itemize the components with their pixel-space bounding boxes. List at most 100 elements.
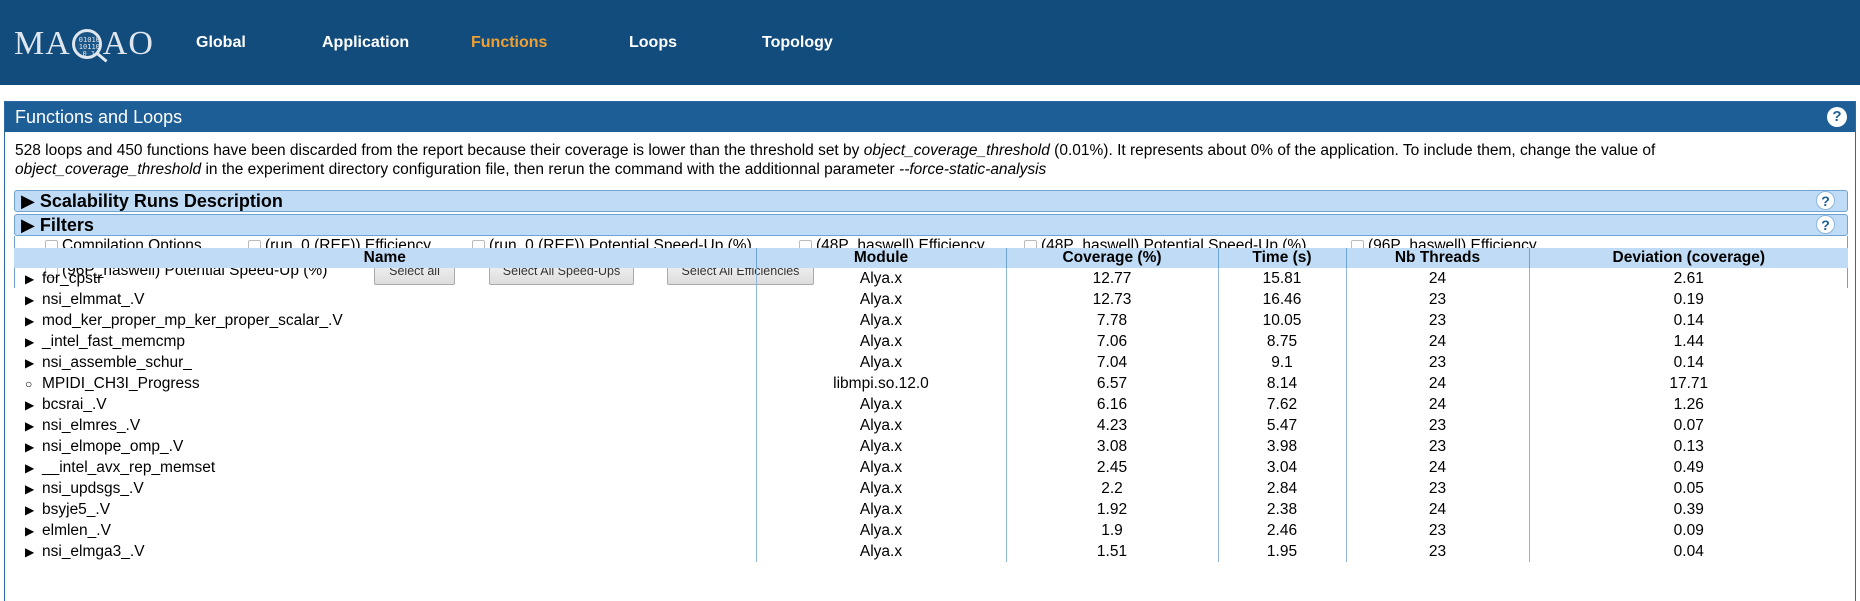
function-name-cell: ▶ nsi_elmmat_.V [14, 289, 756, 310]
table-row[interactable]: ▶ bcsrai_.V Alya.x 6.16 7.62 24 1.26 [14, 394, 1848, 415]
function-name[interactable]: MPIDI_CH3I_Progress [42, 374, 200, 392]
table-row[interactable]: ▶ __intel_avx_rep_memset Alya.x 2.45 3.04 24 0… [14, 457, 1848, 478]
help-icon[interactable]: ? [1816, 191, 1835, 210]
table-row[interactable]: ▶ bsyje5_.V Alya.x 1.92 2.38 24 0.39 [14, 499, 1848, 520]
time-cell: 15.81 [1217, 268, 1346, 289]
function-name[interactable]: bcsrai_.V [42, 395, 107, 413]
expand-triangle-icon[interactable]: ▶ [25, 418, 35, 433]
scalability-runs-section[interactable]: ▶ Scalability Runs Description ? [14, 190, 1848, 212]
function-name[interactable]: for_cpstr [42, 269, 103, 287]
nav-topology[interactable]: Topology [762, 34, 833, 51]
coverage-cell: 1.92 [1005, 499, 1218, 520]
expand-triangle-icon[interactable]: ▶ [25, 271, 35, 286]
function-name-cell: ○ MPIDI_CH3I_Progress [14, 373, 756, 394]
help-icon[interactable]: ? [1816, 215, 1835, 234]
filters-title: ▶ Filters [21, 215, 94, 235]
function-name[interactable]: nsi_elmmat_.V [42, 290, 145, 308]
deviation-cell: 0.39 [1528, 499, 1848, 520]
col-nb-threads[interactable]: Nb Threads [1345, 248, 1529, 268]
function-name-cell: ▶ nsi_elmga3_.V [14, 541, 756, 562]
function-name-cell: ▶ _intel_fast_memcmp [14, 331, 756, 352]
leaf-circle-icon[interactable]: ○ [25, 376, 33, 391]
function-name[interactable]: nsi_assemble_schur_ [42, 353, 192, 371]
function-name[interactable]: nsi_updsgs_.V [42, 479, 144, 497]
function-name-cell: ▶ nsi_elmres_.V [14, 415, 756, 436]
function-name-cell: ▶ nsi_assemble_schur_ [14, 352, 756, 373]
expand-triangle-icon[interactable]: ▶ [25, 502, 35, 517]
nav-application[interactable]: Application [322, 34, 410, 51]
table-row[interactable]: ○ MPIDI_CH3I_Progress libmpi.so.12.0 6.57 8.… [14, 373, 1848, 394]
col-name[interactable]: Name [14, 248, 756, 268]
time-cell: 16.46 [1217, 289, 1346, 310]
deviation-cell: 1.26 [1528, 394, 1848, 415]
time-cell: 3.04 [1217, 457, 1346, 478]
function-name-cell: ▶ bcsrai_.V [14, 394, 756, 415]
table-row[interactable]: ▶ mod_ker_proper_mp_ker_proper_scalar_.V A… [14, 310, 1848, 331]
function-name[interactable]: nsi_elmope_omp_.V [42, 437, 184, 455]
deviation-cell: 2.61 [1528, 268, 1848, 289]
deviation-cell: 0.14 [1528, 310, 1848, 331]
threads-cell: 24 [1345, 373, 1529, 394]
table-row[interactable]: ▶ nsi_updsgs_.V Alya.x 2.2 2.84 23 0.05 [14, 478, 1848, 499]
col-deviation[interactable]: Deviation (coverage) [1528, 248, 1848, 268]
coverage-cell: 1.9 [1005, 520, 1218, 541]
function-name[interactable]: mod_ker_proper_mp_ker_proper_scalar_.V [42, 311, 343, 329]
table-row[interactable]: ▶ nsi_elmga3_.V Alya.x 1.51 1.95 23 0.04 [14, 541, 1848, 562]
deviation-cell: 17.71 [1528, 373, 1848, 394]
coverage-cell: 4.23 [1005, 415, 1218, 436]
deviation-cell: 0.04 [1528, 541, 1848, 562]
nav-functions[interactable]: Functions [471, 34, 548, 51]
function-name[interactable]: __intel_avx_rep_memset [42, 458, 216, 476]
top-navigation: MA 01010 10110 0 1 AO Global Application Fun… [0, 0, 1860, 85]
table-row[interactable]: ▶ nsi_elmres_.V Alya.x 4.23 5.47 23 0.07 [14, 415, 1848, 436]
deviation-cell: 0.49 [1528, 457, 1848, 478]
function-name[interactable]: nsi_elmga3_.V [42, 542, 145, 560]
module-cell: Alya.x [755, 457, 1006, 478]
module-cell: Alya.x [755, 436, 1006, 457]
coverage-cell: 12.77 [1005, 268, 1218, 289]
col-time[interactable]: Time (s) [1217, 248, 1346, 268]
col-coverage[interactable]: Coverage (%) [1005, 248, 1218, 268]
expand-triangle-icon[interactable]: ▶ [25, 544, 35, 559]
module-cell: Alya.x [755, 331, 1006, 352]
help-icon[interactable]: ? [1827, 107, 1847, 127]
expand-triangle-icon[interactable]: ▶ [25, 334, 35, 349]
nav-loops[interactable]: Loops [629, 34, 677, 51]
function-name-cell: ▶ nsi_updsgs_.V [14, 478, 756, 499]
deviation-cell: 0.05 [1528, 478, 1848, 499]
table-row[interactable]: ▶ nsi_elmope_omp_.V Alya.x 3.08 3.98 23 0.13 [14, 436, 1848, 457]
col-module[interactable]: Module [755, 248, 1006, 268]
coverage-cell: 2.2 [1005, 478, 1218, 499]
table-header: Name Module Coverage (%) Time (s) Nb Thr… [14, 248, 1848, 268]
function-name[interactable]: _intel_fast_memcmp [42, 332, 186, 350]
threads-cell: 23 [1345, 541, 1529, 562]
function-name[interactable]: elmlen_.V [42, 521, 111, 539]
table-row[interactable]: ▶ _intel_fast_memcmp Alya.x 7.06 8.75 24 1.44 [14, 331, 1848, 352]
expand-triangle-icon[interactable]: ▶ [25, 523, 35, 538]
threads-cell: 23 [1345, 352, 1529, 373]
time-cell: 8.14 [1217, 373, 1346, 394]
threads-cell: 23 [1345, 478, 1529, 499]
function-name[interactable]: nsi_elmres_.V [42, 416, 141, 434]
coverage-cell: 7.06 [1005, 331, 1218, 352]
nav-global[interactable]: Global [196, 34, 246, 51]
expand-triangle-icon[interactable]: ▶ [25, 481, 35, 496]
function-name[interactable]: bsyje5_.V [42, 500, 111, 518]
table-row[interactable]: ▶ for_cpstr Alya.x 12.77 15.81 24 2.61 [14, 268, 1848, 289]
table-row[interactable]: ▶ elmlen_.V Alya.x 1.9 2.46 23 0.09 [14, 520, 1848, 541]
expand-triangle-icon[interactable]: ▶ [25, 292, 35, 307]
table-row[interactable]: ▶ nsi_elmmat_.V Alya.x 12.73 16.46 23 0.19 [14, 289, 1848, 310]
expand-triangle-icon[interactable]: ▶ [25, 397, 35, 412]
filters-section[interactable]: ▶ Filters ? [14, 214, 1848, 236]
module-cell: Alya.x [755, 541, 1006, 562]
threads-cell: 23 [1345, 415, 1529, 436]
expand-triangle-icon[interactable]: ▶ [25, 439, 35, 454]
module-cell: Alya.x [755, 520, 1006, 541]
module-cell: Alya.x [755, 310, 1006, 331]
expand-triangle-icon[interactable]: ▶ [25, 460, 35, 475]
table-row[interactable]: ▶ nsi_assemble_schur_ Alya.x 7.04 9.1 23 0.14 [14, 352, 1848, 373]
maqao-logo: MA 01010 10110 0 1 AO [14, 25, 154, 62]
threads-cell: 23 [1345, 289, 1529, 310]
expand-triangle-icon[interactable]: ▶ [25, 313, 35, 328]
expand-triangle-icon[interactable]: ▶ [25, 355, 35, 370]
